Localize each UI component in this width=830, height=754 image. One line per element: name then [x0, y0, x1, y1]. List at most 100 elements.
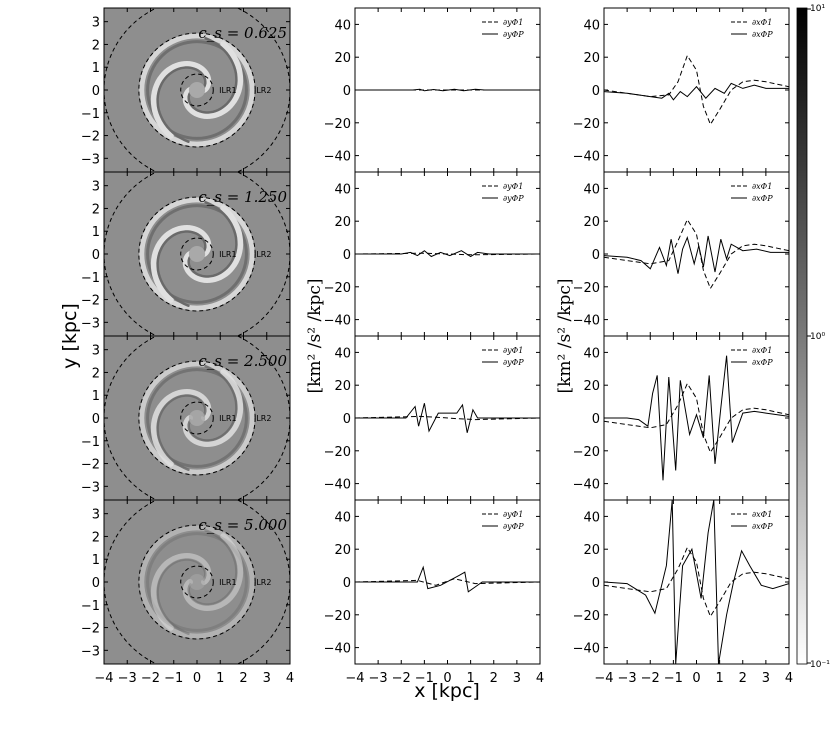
legend-entry-dashed: ∂xΦ1 [752, 182, 772, 191]
ytick-label: 40 [583, 346, 600, 361]
ytick-label: −20 [324, 281, 351, 296]
series-solid-line [604, 82, 789, 101]
map-ytick-label: −2 [81, 294, 100, 309]
series-dashed-line [355, 252, 540, 256]
map-ytick-label: −3 [81, 152, 100, 167]
ytick-label: 20 [334, 215, 351, 230]
ytick-label: 20 [334, 543, 351, 558]
ilr1-label: ILR1 [219, 86, 236, 95]
legend-entry-dashed: ∂yΦ1 [503, 346, 523, 355]
xtick-label: −2 [392, 671, 411, 686]
ytick-label: −20 [573, 609, 600, 624]
rightcol-panel-3: −40 −20 0 20 40 ∂xΦ1 ∂xΦP [573, 335, 790, 501]
ytick-label: −20 [573, 117, 600, 132]
xtick-label: 3 [513, 671, 521, 686]
map-ytick-label: 2 [92, 366, 100, 381]
series-solid-line [604, 355, 789, 481]
map-ytick-label: −1 [81, 435, 100, 450]
legend-entry-solid: ∂yΦP [503, 194, 524, 203]
map-panel-2: ILR1 ILR2 c_s = 1.250 −3 −2 −1 0 1 2 3 [81, 171, 291, 337]
map-ytick-label: 0 [92, 248, 100, 263]
legend-entry-solid: ∂xΦP [752, 522, 773, 531]
map-xtick-label: −1 [164, 671, 183, 686]
ytick-label: −20 [324, 445, 351, 460]
map-ytick-label: −2 [81, 130, 100, 145]
map-ytick-label: −2 [81, 622, 100, 637]
ytick-label: 40 [334, 510, 351, 525]
xtick-label: 3 [762, 671, 770, 686]
map-xtick-label: −4 [94, 671, 113, 686]
xtick-label: −4 [345, 671, 364, 686]
map-xtick-label: 3 [263, 671, 271, 686]
map-ytick-label: 1 [92, 61, 100, 76]
ytick-label: −40 [573, 642, 600, 657]
legend-entry-dashed: ∂yΦ1 [503, 18, 523, 27]
series-dashed-line [604, 218, 789, 290]
map-ytick-label: −3 [81, 644, 100, 659]
ytick-label: 40 [583, 510, 600, 525]
ytick-label: 40 [334, 182, 351, 197]
series-solid-line [355, 403, 540, 433]
colorbar-tick-top: 10¹ [810, 4, 825, 14]
ytick-label: −40 [573, 150, 600, 165]
series-dashed-line [604, 54, 789, 126]
right-ylabel: [km² /s² /kpc] [555, 278, 575, 393]
ytick-label: −40 [573, 478, 600, 493]
map-ytick-label: −2 [81, 458, 100, 473]
xtick-label: 4 [536, 671, 544, 686]
ilr1-label: ILR1 [219, 578, 236, 587]
series-solid-line [355, 565, 540, 593]
ytick-label: 40 [334, 18, 351, 33]
sound-speed-label: c_s = 2.500 [198, 352, 287, 370]
map-ytick-label: 1 [92, 389, 100, 404]
ilr1-label: ILR1 [219, 250, 236, 259]
series-dashed-line [355, 415, 540, 421]
sound-speed-label: c_s = 1.250 [198, 188, 287, 206]
ytick-label: 0 [592, 248, 600, 263]
ilr2-label: ILR2 [254, 250, 271, 259]
map-ytick-label: −1 [81, 599, 100, 614]
xtick-label: −3 [618, 671, 637, 686]
ytick-label: 20 [583, 379, 600, 394]
series-solid-line [355, 88, 540, 92]
map-panel-3: ILR1 ILR2 c_s = 2.500 −3 −2 −1 0 1 2 3 [81, 335, 291, 501]
legend-entry-dashed: ∂yΦ1 [503, 182, 523, 191]
ytick-label: −20 [573, 445, 600, 460]
rightcol-panel-1: −40 −20 0 20 40 ∂xΦ1 ∂xΦP [573, 7, 790, 173]
rightcol-panel-2: −40 −20 0 20 40 ∂xΦ1 ∂xΦP [573, 171, 790, 337]
ytick-label: −40 [573, 314, 600, 329]
ytick-label: −40 [324, 150, 351, 165]
midcol-panel-2: −40 −20 0 20 40 ∂yΦ1 ∂yΦP [324, 171, 541, 337]
midcol-panel-1: −40 −20 0 20 40 ∂yΦ1 ∂yΦP [324, 7, 541, 173]
ytick-label: −40 [324, 478, 351, 493]
map-ytick-label: −3 [81, 480, 100, 495]
map-ytick-label: 0 [92, 84, 100, 99]
ytick-label: 40 [583, 18, 600, 33]
xtick-label: 0 [443, 671, 451, 686]
map-xtick-label: 1 [216, 671, 224, 686]
ytick-label: 0 [343, 248, 351, 263]
xtick-label: −1 [664, 671, 683, 686]
ilr2-label: ILR2 [254, 414, 271, 423]
ytick-label: −20 [573, 281, 600, 296]
ytick-label: 0 [343, 576, 351, 591]
xtick-label: −3 [369, 671, 388, 686]
ytick-label: 40 [334, 346, 351, 361]
legend-entry-dashed: ∂xΦ1 [752, 18, 772, 27]
ytick-label: 0 [592, 576, 600, 591]
ilr2-label: ILR2 [254, 86, 271, 95]
colorbar-tick-mid: 10⁰ [810, 332, 825, 342]
xtick-label: 1 [715, 671, 723, 686]
map-ytick-label: −1 [81, 107, 100, 122]
colorbar: 10¹ 10⁰ 10⁻¹ [796, 4, 830, 670]
series-solid-line [604, 235, 789, 274]
series-solid-line [604, 500, 789, 664]
xtick-label: 1 [466, 671, 474, 686]
map-ytick-label: 2 [92, 202, 100, 217]
midcol-panel-3: −40 −20 0 20 40 ∂yΦ1 ∂yΦP [324, 335, 541, 501]
legend-entry-dashed: ∂xΦ1 [752, 346, 772, 355]
